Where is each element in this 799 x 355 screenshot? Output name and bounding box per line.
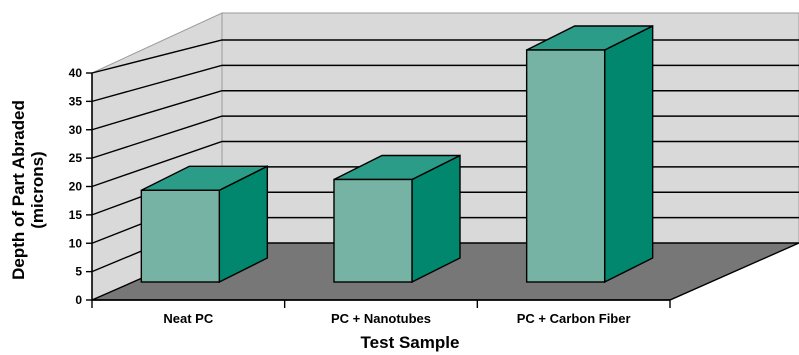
y-tick-label: 5 <box>75 265 82 279</box>
y-tick-label: 0 <box>75 293 82 307</box>
bars <box>140 24 654 284</box>
x-tick-label: PC + Nanotubes <box>331 311 431 326</box>
back-wall <box>221 12 799 244</box>
y-tick-label: 25 <box>69 151 83 165</box>
y-axis-title-units: (microns) <box>28 151 47 228</box>
y-tick-label: 15 <box>69 208 83 222</box>
bar-front <box>525 49 606 283</box>
y-tick-label: 35 <box>69 94 83 108</box>
y-tick-label: 40 <box>69 66 83 80</box>
y-axis-title: Depth of Part Abraded <box>9 100 28 280</box>
bar-front <box>333 178 413 283</box>
x-axis-title: Test Sample <box>361 333 460 352</box>
x-tick-label: Neat PC <box>163 311 213 326</box>
x-tick-labels: Neat PC PC + Nanotubes PC + Carbon Fiber <box>163 311 630 326</box>
y-tick-label: 10 <box>69 236 83 250</box>
y-tick-label: 20 <box>69 180 83 194</box>
axes <box>86 72 671 308</box>
bar <box>333 154 461 284</box>
bar-side <box>603 24 654 284</box>
x-tick-label: PC + Carbon Fiber <box>517 311 631 326</box>
bar-front <box>140 189 221 283</box>
bar <box>525 24 654 284</box>
y-tick-labels: 0 5 10 15 20 25 30 35 40 <box>69 66 83 307</box>
bar <box>140 165 269 284</box>
y-tick-label: 30 <box>69 123 83 137</box>
